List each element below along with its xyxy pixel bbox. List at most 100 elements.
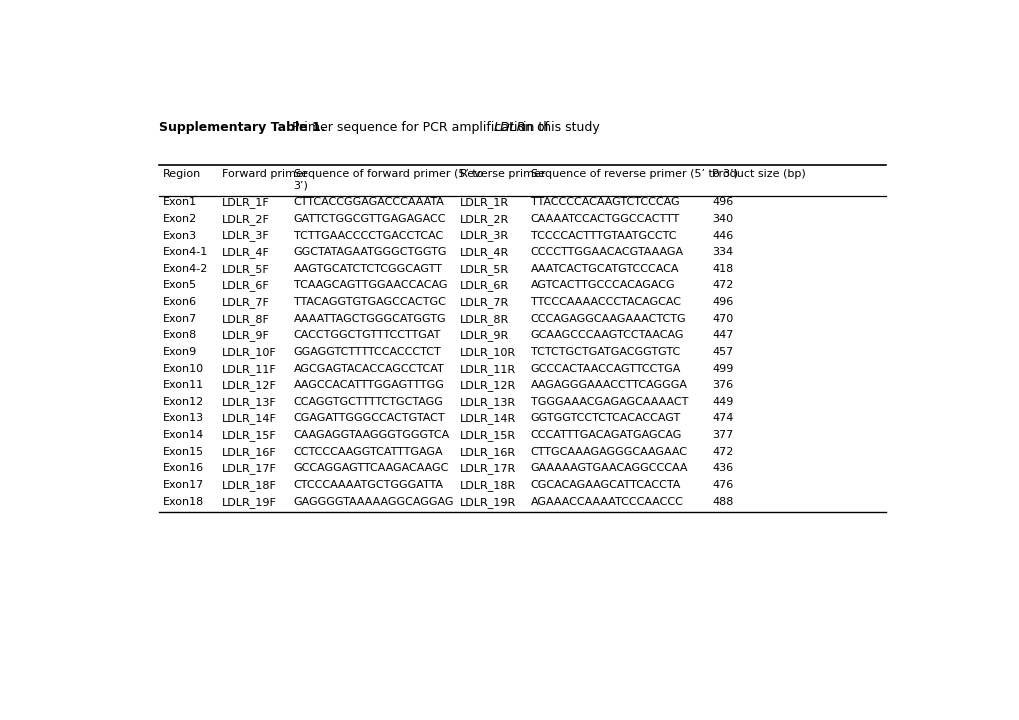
Text: CTTGCAAAGAGGGCAAGAAC: CTTGCAAAGAGGGCAAGAAC: [530, 446, 687, 456]
Text: AAAATTAGCTGGGCATGGTG: AAAATTAGCTGGGCATGGTG: [293, 314, 445, 324]
Text: GATTCTGGCGTTGAGAGACC: GATTCTGGCGTTGAGAGACC: [293, 214, 445, 224]
Text: Exon2: Exon2: [163, 214, 197, 224]
Text: CAAGAGGTAAGGGTGGGTCA: CAAGAGGTAAGGGTGGGTCA: [293, 430, 449, 440]
Text: AGAAACCAAAATCCCAACCC: AGAAACCAAAATCCCAACCC: [530, 497, 683, 507]
Text: LDLR_13R: LDLR_13R: [459, 397, 516, 408]
Text: Exon14: Exon14: [163, 430, 204, 440]
Text: LDLR_5R: LDLR_5R: [459, 264, 508, 275]
Text: GGTGGTCCTCTCACACCAGT: GGTGGTCCTCTCACACCAGT: [530, 413, 681, 423]
Text: CCTCCCAAGGTCATTTGAGA: CCTCCCAAGGTCATTTGAGA: [293, 446, 442, 456]
Text: LDLR_11R: LDLR_11R: [459, 364, 516, 374]
Text: LDLR_17F: LDLR_17F: [222, 464, 277, 474]
Text: LDLR_16F: LDLR_16F: [222, 446, 277, 458]
Text: 340: 340: [711, 214, 733, 224]
Text: CCCCTTGGAACACGTAAAGA: CCCCTTGGAACACGTAAAGA: [530, 247, 683, 257]
Text: GCCAGGAGTTCAAGACAAGC: GCCAGGAGTTCAAGACAAGC: [293, 464, 448, 473]
Text: Exon18: Exon18: [163, 497, 204, 507]
Text: LDLR_3R: LDLR_3R: [459, 230, 508, 241]
Text: 447: 447: [711, 330, 733, 341]
Text: Exon13: Exon13: [163, 413, 204, 423]
Text: Sequence of reverse primer (5’ to 3’): Sequence of reverse primer (5’ to 3’): [530, 169, 737, 179]
Text: GGCTATAGAATGGGCTGGTG: GGCTATAGAATGGGCTGGTG: [293, 247, 446, 257]
Text: Exon12: Exon12: [163, 397, 204, 407]
Text: GAGGGGTAAAAAGGCAGGAG: GAGGGGTAAAAAGGCAGGAG: [293, 497, 453, 507]
Text: CACCTGGCTGTTTCCTTGAT: CACCTGGCTGTTTCCTTGAT: [293, 330, 440, 341]
Text: AAATCACTGCATGTCCCACA: AAATCACTGCATGTCCCACA: [530, 264, 679, 274]
Text: Supplementary Table 1.: Supplementary Table 1.: [159, 120, 325, 133]
Text: 496: 496: [711, 197, 733, 207]
Text: 472: 472: [711, 280, 733, 290]
Text: LDLR_10F: LDLR_10F: [222, 347, 277, 358]
Text: AAGCCACATTTGGAGTTTGG: AAGCCACATTTGGAGTTTGG: [293, 380, 444, 390]
Text: CCCATTTGACAGATGAGCAG: CCCATTTGACAGATGAGCAG: [530, 430, 682, 440]
Text: CTTCACCGGAGACCCAAATA: CTTCACCGGAGACCCAAATA: [293, 197, 444, 207]
Text: LDLR_12F: LDLR_12F: [222, 380, 277, 391]
Text: Exon4-1: Exon4-1: [163, 247, 208, 257]
Text: Exon7: Exon7: [163, 314, 197, 324]
Text: LDLR_18F: LDLR_18F: [222, 480, 277, 491]
Text: LDLR: LDLR: [493, 120, 526, 133]
Text: LDLR_7R: LDLR_7R: [459, 297, 508, 308]
Text: 449: 449: [711, 397, 733, 407]
Text: Exon16: Exon16: [163, 464, 204, 473]
Text: 377: 377: [711, 430, 733, 440]
Text: 472: 472: [711, 446, 733, 456]
Text: CGCACAGAAGCATTCACCTA: CGCACAGAAGCATTCACCTA: [530, 480, 681, 490]
Text: LDLR_2F: LDLR_2F: [222, 214, 270, 225]
Text: GCCCACTAACCAGTTCCTGA: GCCCACTAACCAGTTCCTGA: [530, 364, 681, 374]
Text: CCCAGAGGCAAGAAACTCTG: CCCAGAGGCAAGAAACTCTG: [530, 314, 686, 324]
Text: AGCGAGTACACCAGCCTCAT: AGCGAGTACACCAGCCTCAT: [293, 364, 444, 374]
Text: LDLR_16R: LDLR_16R: [459, 446, 516, 458]
Text: LDLR_17R: LDLR_17R: [459, 464, 516, 474]
Text: Sequence of forward primer (5’ to
3’): Sequence of forward primer (5’ to 3’): [293, 169, 483, 191]
Text: GGAGGTCTTTTCCACCCTCT: GGAGGTCTTTTCCACCCTCT: [293, 347, 441, 357]
Text: Exon17: Exon17: [163, 480, 204, 490]
Text: 476: 476: [711, 480, 733, 490]
Text: 488: 488: [711, 497, 733, 507]
Text: Exon5: Exon5: [163, 280, 197, 290]
Text: Exon15: Exon15: [163, 446, 204, 456]
Text: TCTCTGCTGATGACGGTGTC: TCTCTGCTGATGACGGTGTC: [530, 347, 680, 357]
Text: LDLR_14R: LDLR_14R: [459, 413, 516, 424]
Text: Exon9: Exon9: [163, 347, 197, 357]
Text: LDLR_12R: LDLR_12R: [459, 380, 516, 391]
Text: TTACAGGTGTGAGCCACTGC: TTACAGGTGTGAGCCACTGC: [293, 297, 445, 307]
Text: 474: 474: [711, 413, 733, 423]
Text: 376: 376: [711, 380, 733, 390]
Text: Product size (bp): Product size (bp): [711, 169, 805, 179]
Text: LDLR_15F: LDLR_15F: [222, 430, 277, 441]
Text: LDLR_18R: LDLR_18R: [459, 480, 516, 491]
Text: LDLR_5F: LDLR_5F: [222, 264, 270, 275]
Text: Exon4-2: Exon4-2: [163, 264, 208, 274]
Text: 496: 496: [711, 297, 733, 307]
Text: LDLR_3F: LDLR_3F: [222, 230, 270, 241]
Text: TCCCCACTTTGTAATGCCTC: TCCCCACTTTGTAATGCCTC: [530, 230, 676, 240]
Text: LDLR_9R: LDLR_9R: [459, 330, 508, 341]
Text: LDLR_13F: LDLR_13F: [222, 397, 277, 408]
Text: LDLR_6F: LDLR_6F: [222, 280, 270, 292]
Text: TTCCCAAAACCCTACAGCAC: TTCCCAAAACCCTACAGCAC: [530, 297, 680, 307]
Text: GAAAAAGTGAACAGGCCCAA: GAAAAAGTGAACAGGCCCAA: [530, 464, 688, 473]
Text: Primer sequence for PCR amplification of: Primer sequence for PCR amplification of: [288, 120, 552, 133]
Text: TCAAGCAGTTGGAACCACAG: TCAAGCAGTTGGAACCACAG: [293, 280, 446, 290]
Text: Exon1: Exon1: [163, 197, 197, 207]
Text: Region: Region: [163, 169, 201, 179]
Text: 436: 436: [711, 464, 733, 473]
Text: LDLR_4F: LDLR_4F: [222, 247, 270, 258]
Text: LDLR_6R: LDLR_6R: [459, 280, 508, 292]
Text: LDLR_7F: LDLR_7F: [222, 297, 270, 308]
Text: Forward primer: Forward primer: [222, 169, 308, 179]
Text: Exon10: Exon10: [163, 364, 204, 374]
Text: AAGTGCATCTCTCGGCAGTT: AAGTGCATCTCTCGGCAGTT: [293, 264, 442, 274]
Text: LDLR_11F: LDLR_11F: [222, 364, 277, 374]
Text: LDLR_2R: LDLR_2R: [459, 214, 508, 225]
Text: CCAGGTGCTTTTCTGCTAGG: CCAGGTGCTTTTCTGCTAGG: [293, 397, 443, 407]
Text: CAAAATCCACTGGCCACTTT: CAAAATCCACTGGCCACTTT: [530, 214, 680, 224]
Text: LDLR_15R: LDLR_15R: [459, 430, 516, 441]
Text: in this study: in this study: [518, 120, 599, 133]
Text: 470: 470: [711, 314, 733, 324]
Text: TCTTGAACCCCTGACCTCAC: TCTTGAACCCCTGACCTCAC: [293, 230, 442, 240]
Text: TGGGAAACGAGAGCAAAACT: TGGGAAACGAGAGCAAAACT: [530, 397, 688, 407]
Text: TTACCCCACAAGTCTCCCAG: TTACCCCACAAGTCTCCCAG: [530, 197, 679, 207]
Text: AGTCACTTGCCCACAGACG: AGTCACTTGCCCACAGACG: [530, 280, 675, 290]
